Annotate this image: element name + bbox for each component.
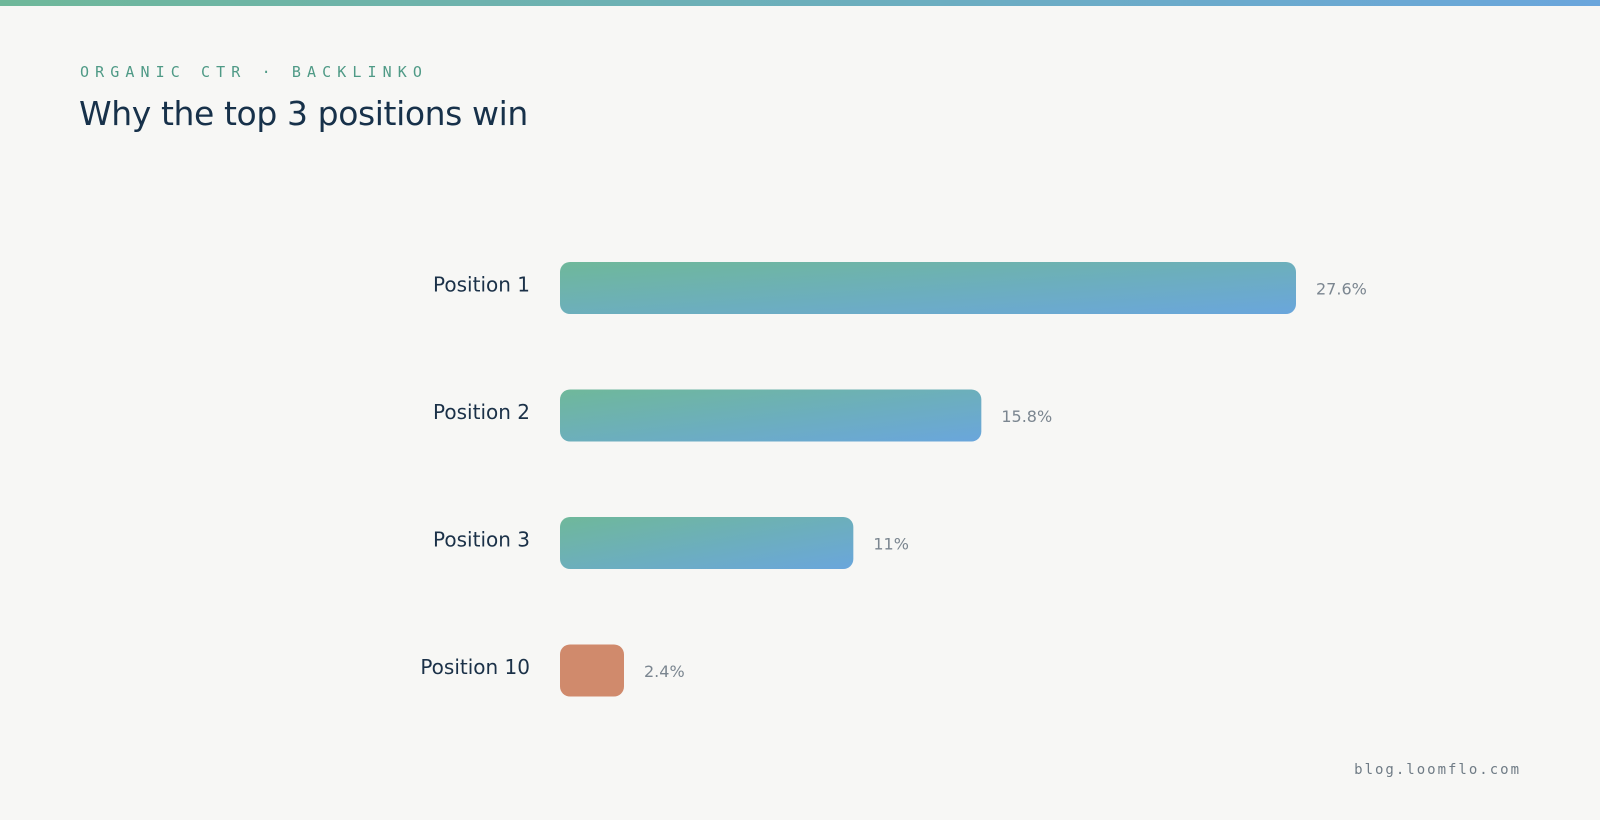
page-title: Why the top 3 positions win — [79, 94, 528, 133]
bar-position-3 — [560, 517, 854, 569]
category-label: Position 2 — [433, 400, 530, 424]
bar-position-10 — [560, 644, 624, 697]
top-accent-stripe — [0, 0, 1600, 6]
value-label: 15.8% — [1001, 407, 1052, 426]
category-label: Position 3 — [433, 528, 530, 552]
value-label: 27.6% — [1316, 280, 1367, 299]
bar-position-2 — [560, 389, 982, 442]
value-label: 2.4% — [644, 662, 685, 681]
value-label: 11% — [873, 535, 909, 554]
bar-position-1 — [560, 262, 1296, 314]
category-label: Position 1 — [433, 273, 530, 297]
chart-bars: Position 1 27.6% Position 2 15.8% Position 3… — [420, 262, 1367, 697]
category-label: Position 10 — [420, 655, 530, 679]
footer-url: blog.loomflo.com — [1354, 762, 1521, 778]
eyebrow-label: ORGANIC CTR · BACKLINKO — [80, 63, 429, 81]
